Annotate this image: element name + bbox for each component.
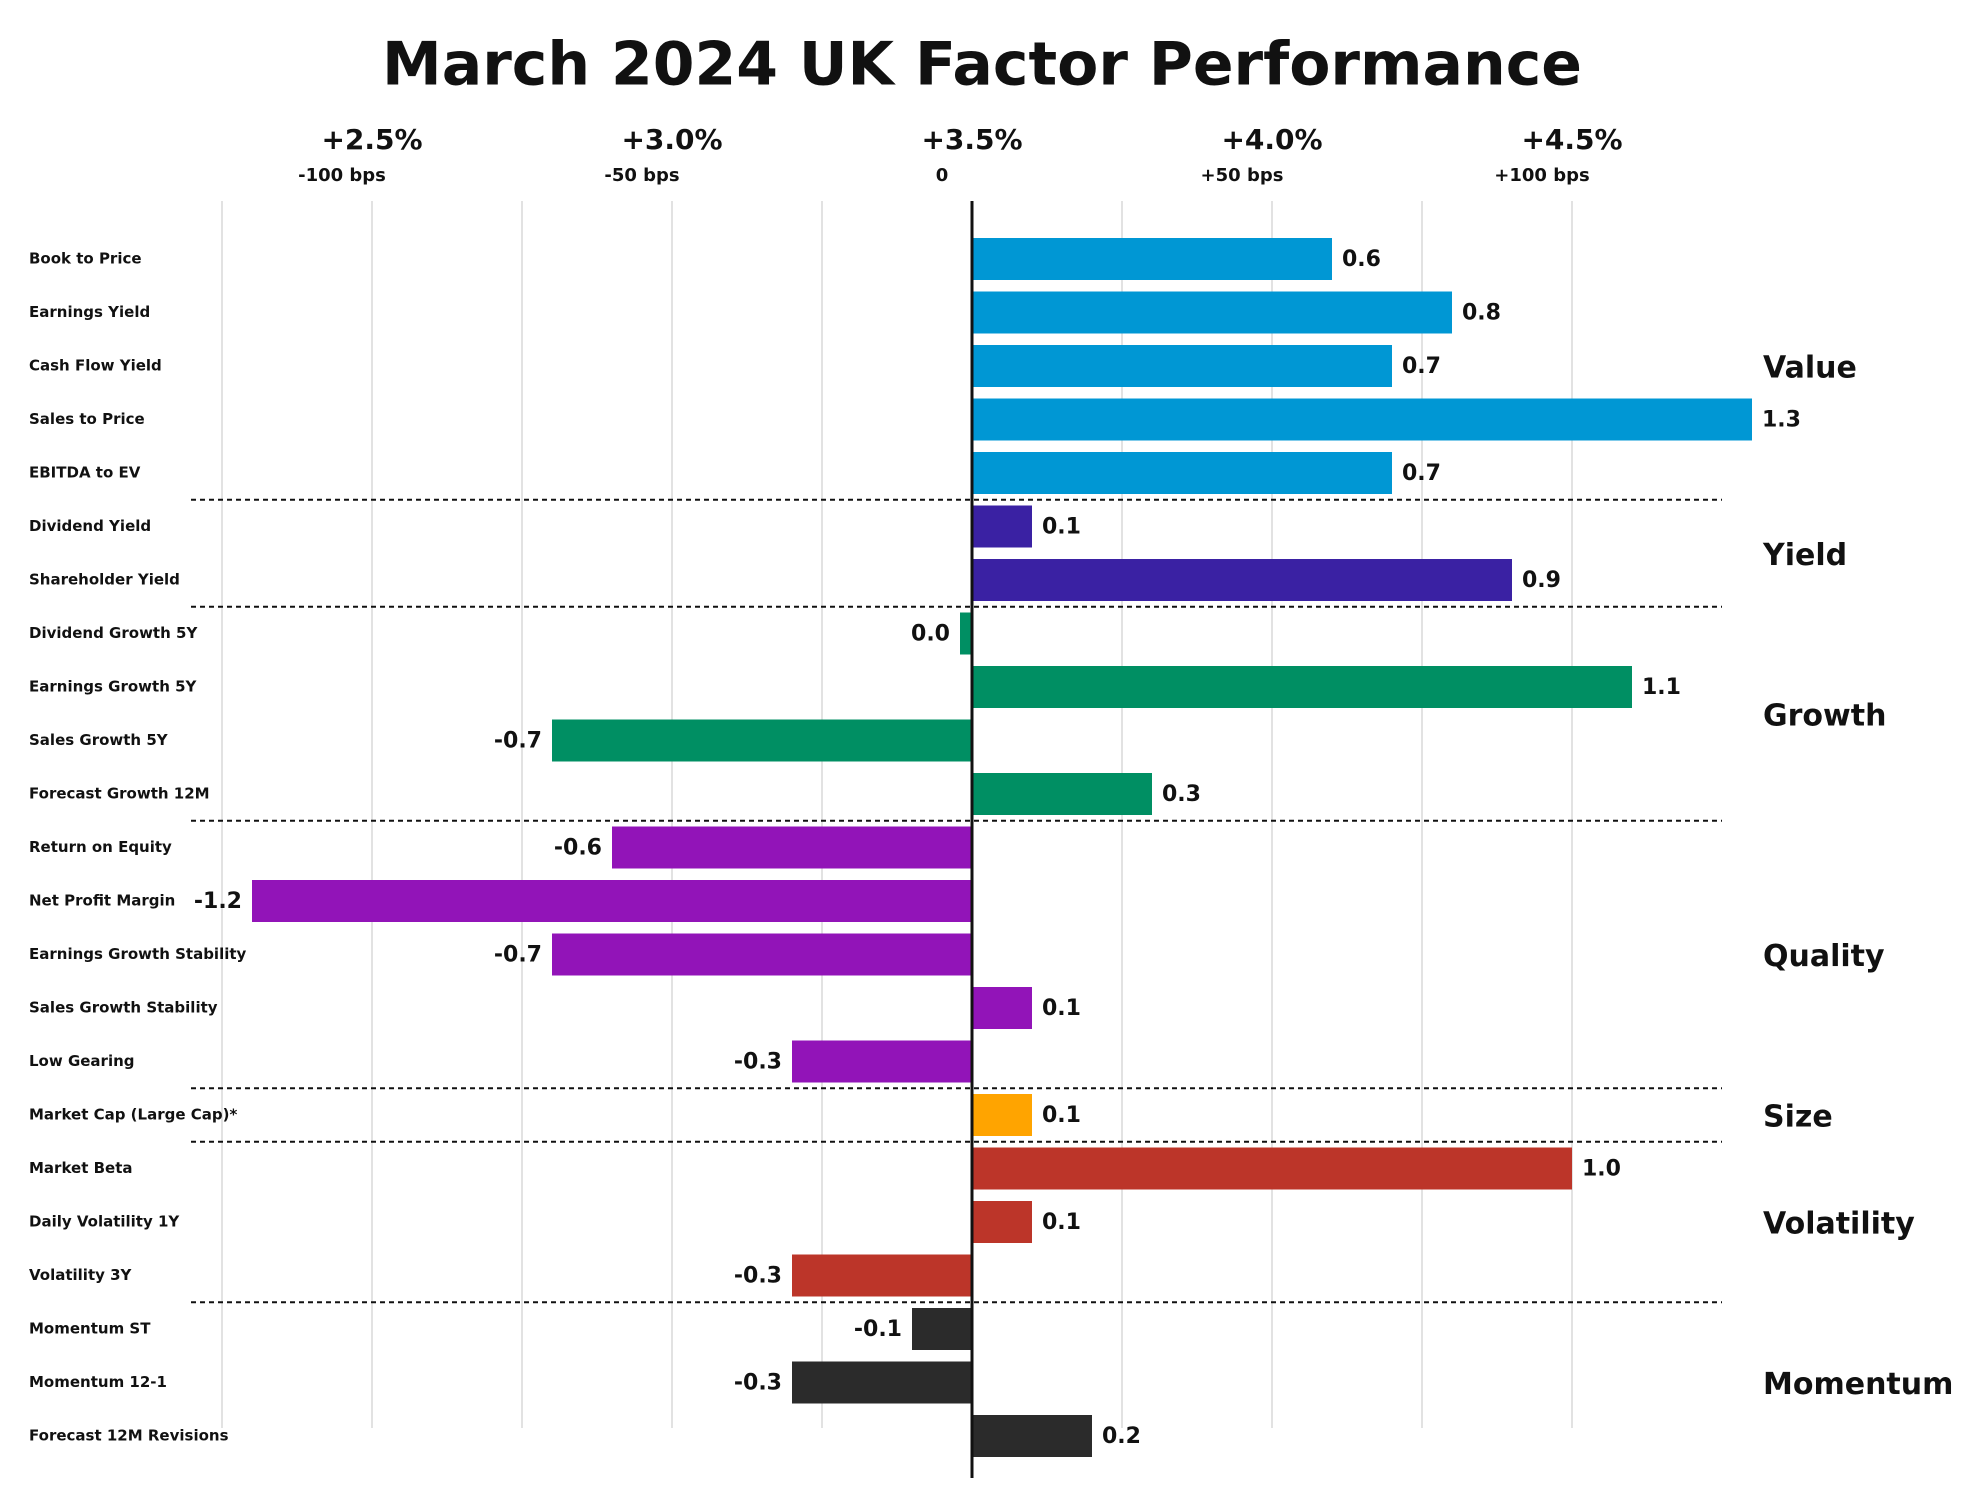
category-label: Earnings Yield xyxy=(29,303,150,321)
bar xyxy=(972,773,1152,815)
x-tick-sublabel: +100 bps xyxy=(1494,165,1589,186)
bar xyxy=(552,719,972,762)
category-label: Momentum 12-1 xyxy=(29,1373,167,1391)
bar xyxy=(972,987,1032,1029)
data-label: 0.7 xyxy=(1402,354,1441,379)
bar xyxy=(960,612,972,655)
category-label: Market Cap (Large Cap)* xyxy=(29,1106,237,1124)
category-label: Earnings Growth Stability xyxy=(29,945,247,963)
bar xyxy=(552,933,972,976)
bar xyxy=(972,1415,1092,1457)
category-label: Sales to Price xyxy=(29,410,145,428)
group-label: Volatility xyxy=(1763,1207,1915,1242)
x-tick-label: +2.5% xyxy=(321,123,422,156)
category-label: Dividend Yield xyxy=(29,517,151,535)
category-label: Book to Price xyxy=(29,250,142,268)
bar xyxy=(612,826,972,869)
category-label: Momentum ST xyxy=(29,1320,151,1338)
bar xyxy=(972,1201,1032,1243)
bar xyxy=(972,505,1032,548)
group-label: Momentum xyxy=(1763,1367,1953,1402)
data-label: 0.6 xyxy=(1342,247,1381,272)
bar xyxy=(972,398,1752,441)
x-tick-sublabel: -50 bps xyxy=(604,165,679,186)
bar xyxy=(972,1094,1032,1136)
data-label: 0.7 xyxy=(1402,461,1441,486)
data-label: 0.1 xyxy=(1042,515,1081,540)
x-tick-label: +4.5% xyxy=(1521,123,1622,156)
x-tick-sublabel: +50 bps xyxy=(1201,165,1284,186)
group-label: Growth xyxy=(1763,698,1886,733)
category-label: Forecast 12M Revisions xyxy=(29,1427,229,1445)
bar xyxy=(792,1254,972,1297)
bar xyxy=(972,666,1632,708)
data-label: 0.3 xyxy=(1162,782,1201,807)
bar xyxy=(252,880,972,922)
bar xyxy=(792,1040,972,1083)
data-label: 0.1 xyxy=(1042,1210,1081,1235)
group-label: Yield xyxy=(1762,538,1847,573)
data-label: -0.1 xyxy=(854,1317,902,1342)
data-label: -0.6 xyxy=(554,836,602,861)
data-label: 0.2 xyxy=(1102,1424,1141,1449)
data-label: -0.7 xyxy=(494,943,542,968)
group-label: Quality xyxy=(1763,939,1885,974)
bar xyxy=(972,238,1332,280)
data-label: -0.3 xyxy=(734,1371,782,1396)
x-tick-sublabel: 0 xyxy=(936,165,949,186)
category-label: Sales Growth 5Y xyxy=(29,731,169,749)
bar xyxy=(972,559,1512,601)
bar xyxy=(912,1308,972,1350)
category-label: Market Beta xyxy=(29,1159,132,1177)
group-label: Value xyxy=(1763,351,1857,386)
data-label: -0.3 xyxy=(734,1264,782,1289)
category-label: Low Gearing xyxy=(29,1052,135,1070)
chart-title: March 2024 UK Factor Performance xyxy=(382,30,1582,100)
category-label: Volatility 3Y xyxy=(29,1266,133,1284)
x-tick-label: +3.5% xyxy=(921,123,1022,156)
bar xyxy=(972,1147,1572,1190)
data-label: 0.1 xyxy=(1042,996,1081,1021)
category-label: Dividend Growth 5Y xyxy=(29,624,198,642)
x-tick-sublabel: -100 bps xyxy=(298,165,386,186)
bar xyxy=(792,1361,972,1404)
category-label: Forecast Growth 12M xyxy=(29,785,210,803)
group-label: Size xyxy=(1763,1100,1833,1135)
x-tick-label: +4.0% xyxy=(1221,123,1322,156)
bar xyxy=(972,291,1452,334)
category-label: Sales Growth Stability xyxy=(29,999,218,1017)
data-label: 0.0 xyxy=(911,622,950,647)
data-label: 1.1 xyxy=(1642,675,1681,700)
data-label: -0.7 xyxy=(494,729,542,754)
category-label: EBITDA to EV xyxy=(29,464,141,482)
data-label: 0.9 xyxy=(1522,568,1561,593)
category-label: Return on Equity xyxy=(29,838,172,856)
x-tick-label: +3.0% xyxy=(621,123,722,156)
data-label: 1.0 xyxy=(1582,1157,1621,1182)
data-label: 0.1 xyxy=(1042,1103,1081,1128)
category-label: Daily Volatility 1Y xyxy=(29,1213,180,1231)
category-label: Net Profit Margin xyxy=(29,892,175,910)
data-label: 0.8 xyxy=(1462,301,1501,326)
category-label: Earnings Growth 5Y xyxy=(29,678,198,696)
category-label: Shareholder Yield xyxy=(29,571,180,589)
data-label: -0.3 xyxy=(734,1050,782,1075)
data-label: -1.2 xyxy=(194,889,242,914)
category-label: Cash Flow Yield xyxy=(29,357,162,375)
data-label: 1.3 xyxy=(1762,408,1801,433)
bar xyxy=(972,452,1392,494)
bar xyxy=(972,345,1392,387)
